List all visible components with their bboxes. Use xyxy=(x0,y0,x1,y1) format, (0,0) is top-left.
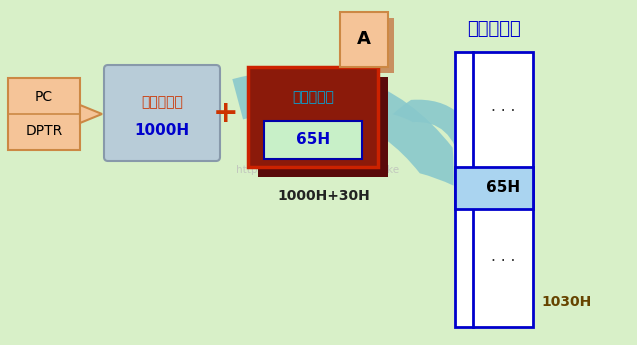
Text: 1000H+30H: 1000H+30H xyxy=(277,189,370,203)
Bar xyxy=(340,12,388,67)
Bar xyxy=(346,18,394,73)
Bar xyxy=(264,121,362,159)
Text: PC: PC xyxy=(35,90,53,105)
Text: 變址寄存器: 變址寄存器 xyxy=(292,90,334,104)
FancyArrowPatch shape xyxy=(392,100,483,166)
Bar xyxy=(455,167,533,209)
Text: 1000H: 1000H xyxy=(134,123,190,138)
Text: 基址寄存器: 基址寄存器 xyxy=(141,96,183,109)
Text: A: A xyxy=(357,30,371,49)
Bar xyxy=(258,77,388,177)
Text: 65H: 65H xyxy=(486,180,520,196)
Text: +: + xyxy=(213,99,239,128)
Text: DPTR: DPTR xyxy=(25,124,62,138)
Text: 1030H: 1030H xyxy=(541,295,591,309)
FancyBboxPatch shape xyxy=(104,65,220,161)
Text: · · ·: · · · xyxy=(491,255,515,269)
FancyArrowPatch shape xyxy=(233,70,454,186)
Bar xyxy=(455,52,533,327)
Bar xyxy=(248,67,378,167)
Polygon shape xyxy=(80,105,102,123)
Bar xyxy=(8,78,80,150)
Text: 程序存儲器: 程序存儲器 xyxy=(467,20,521,38)
Text: 65H: 65H xyxy=(296,132,330,148)
Text: http://blog.csdn.net/Kezhongke: http://blog.csdn.net/Kezhongke xyxy=(236,165,399,175)
Text: · · ·: · · · xyxy=(491,105,515,119)
